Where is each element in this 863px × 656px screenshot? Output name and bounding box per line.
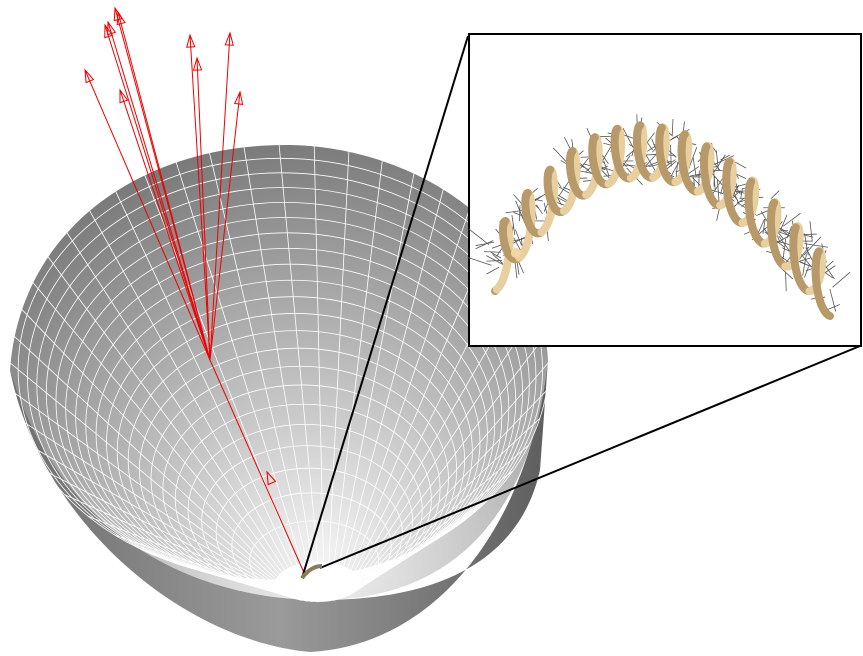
helix-end bbox=[511, 248, 521, 258]
arrow-head bbox=[85, 70, 93, 83]
scene bbox=[0, 0, 863, 656]
helix-segment bbox=[828, 315, 830, 316]
field-arrow bbox=[486, 261, 502, 262]
